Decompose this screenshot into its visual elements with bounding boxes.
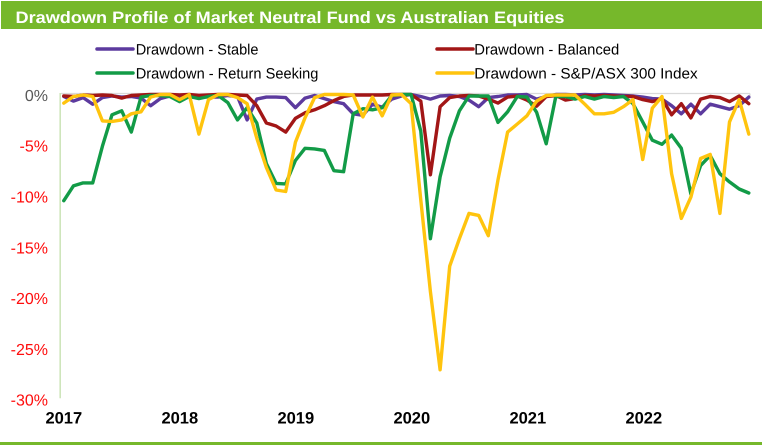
- svg-text:2017: 2017: [45, 410, 82, 428]
- svg-text:-15%: -15%: [11, 240, 48, 257]
- svg-text:-5%: -5%: [20, 139, 48, 156]
- svg-text:Drawdown - S&P/ASX 300 Index: Drawdown - S&P/ASX 300 Index: [474, 65, 698, 82]
- svg-text:-20%: -20%: [11, 291, 48, 308]
- svg-text:0%: 0%: [25, 88, 48, 105]
- svg-text:Drawdown - Return Seeking: Drawdown - Return Seeking: [136, 65, 319, 82]
- svg-text:-25%: -25%: [11, 342, 48, 359]
- svg-text:2021: 2021: [509, 410, 546, 428]
- svg-text:2020: 2020: [393, 410, 430, 428]
- svg-text:Drawdown - Balanced: Drawdown - Balanced: [474, 41, 619, 58]
- svg-text:-30%: -30%: [11, 393, 48, 410]
- svg-text:Drawdown - Stable: Drawdown - Stable: [136, 41, 259, 58]
- svg-text:2019: 2019: [277, 410, 314, 428]
- svg-text:-10%: -10%: [11, 190, 48, 207]
- svg-text:Drawdown Profile of Market Neu: Drawdown Profile of Market Neutral Fund …: [16, 9, 565, 27]
- svg-text:2018: 2018: [161, 410, 198, 428]
- svg-text:2022: 2022: [625, 410, 662, 428]
